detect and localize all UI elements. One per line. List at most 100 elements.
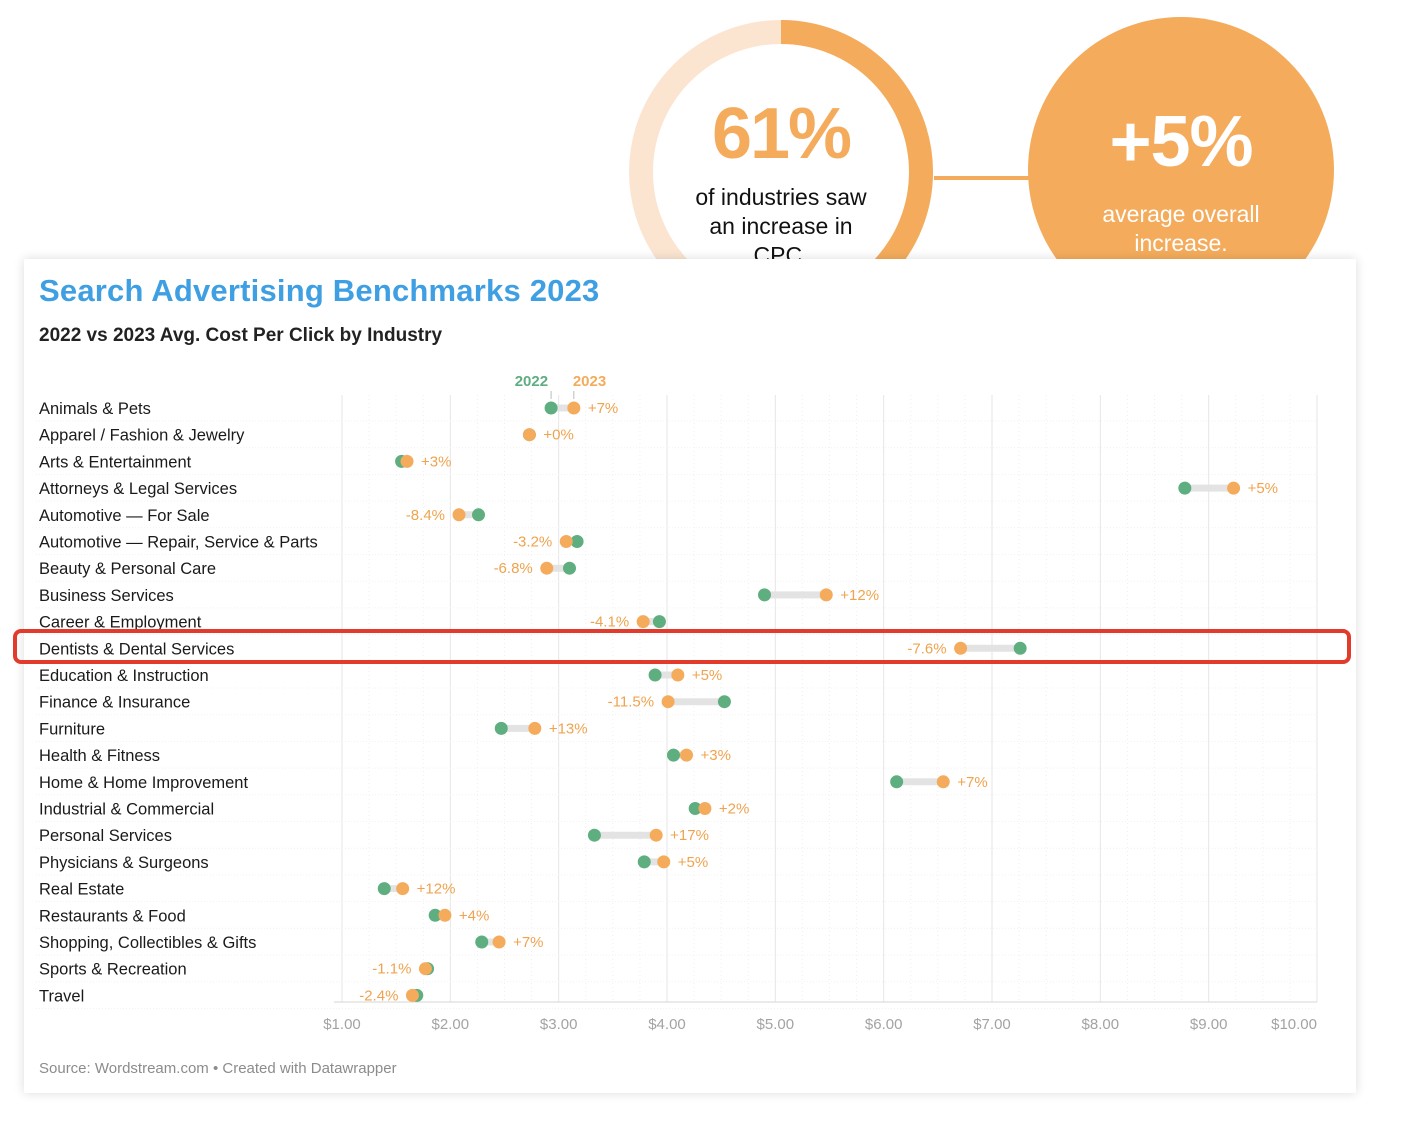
- stat2-value: +5%: [1109, 102, 1253, 182]
- point-2023: [657, 855, 671, 869]
- x-tick-label: $1.00: [323, 1016, 361, 1033]
- category-label: Travel: [39, 987, 84, 1005]
- change-label: +13%: [549, 720, 588, 737]
- point-2022: [1013, 641, 1027, 655]
- change-label: +7%: [957, 774, 987, 791]
- x-tick-label: $5.00: [757, 1016, 795, 1033]
- point-2022: [494, 721, 508, 735]
- category-label: Beauty & Personal Care: [39, 560, 216, 578]
- category-label: Automotive — Repair, Service & Parts: [39, 534, 318, 552]
- category-label: Sports & Recreation: [39, 961, 187, 979]
- point-2023: [396, 882, 410, 896]
- change-label: -4.1%: [590, 614, 629, 631]
- category-label: Shopping, Collectibles & Gifts: [39, 934, 256, 952]
- point-2023: [405, 988, 419, 1002]
- change-label: +7%: [588, 400, 618, 417]
- point-2022: [377, 882, 391, 896]
- category-label: Animals & Pets: [39, 400, 151, 418]
- category-label: Home & Home Improvement: [39, 774, 248, 792]
- x-tick-label: $10.00: [1271, 1016, 1317, 1033]
- category-label: Real Estate: [39, 881, 124, 899]
- change-label: +5%: [692, 667, 722, 684]
- x-tick-label: $4.00: [648, 1016, 686, 1033]
- stat2-description: average overall increase.: [1068, 200, 1294, 258]
- change-label: +5%: [1248, 480, 1278, 497]
- category-label: Physicians & Surgeons: [39, 854, 209, 872]
- category-label: Dentists & Dental Services: [39, 640, 234, 658]
- stat2-description-line: increase.: [1134, 230, 1228, 256]
- point-2023: [819, 588, 833, 602]
- change-label: +12%: [840, 587, 879, 604]
- category-label: Business Services: [39, 587, 174, 605]
- point-2022: [648, 668, 662, 682]
- chart-subtitle: 2022 vs 2023 Avg. Cost Per Click by Indu…: [39, 325, 443, 346]
- point-2022: [544, 401, 558, 415]
- change-label: +3%: [421, 453, 451, 470]
- change-label: -11.5%: [608, 694, 654, 711]
- point-2023: [522, 428, 536, 442]
- x-tick-label: $3.00: [540, 1016, 578, 1033]
- x-tick-label: $6.00: [865, 1016, 903, 1033]
- change-label: +7%: [513, 934, 543, 951]
- category-label: Attorneys & Legal Services: [39, 480, 237, 498]
- point-2022: [717, 695, 731, 709]
- point-2023: [1227, 481, 1241, 495]
- legend: 2022 2023: [515, 373, 606, 399]
- legend-2022: 2022: [515, 373, 548, 390]
- point-2022: [587, 828, 601, 842]
- stat-connector-line: [934, 176, 1030, 180]
- x-tick-label: $7.00: [973, 1016, 1011, 1033]
- point-2023: [452, 508, 466, 522]
- category-label: Personal Services: [39, 827, 172, 845]
- point-2023: [698, 802, 712, 815]
- x-tick-label: $2.00: [432, 1016, 470, 1033]
- point-2023: [567, 401, 581, 415]
- point-2023: [492, 935, 506, 949]
- rows: Animals & Pets +7% Apparel / Fashion & Jew…: [39, 400, 1278, 1005]
- change-label: -7.6%: [907, 640, 946, 657]
- point-2022: [563, 561, 576, 575]
- point-2023: [954, 641, 968, 655]
- x-tick-label: $8.00: [1082, 1016, 1120, 1033]
- point-2022: [758, 588, 771, 602]
- point-2023: [649, 828, 663, 842]
- category-label: Restaurants & Food: [39, 907, 186, 925]
- point-2022: [667, 748, 680, 762]
- point-2022: [637, 855, 651, 869]
- point-2022: [1178, 481, 1192, 495]
- category-label: Industrial & Commercial: [39, 801, 214, 819]
- change-label: -2.4%: [359, 987, 398, 1004]
- category-label: Arts & Entertainment: [39, 453, 192, 471]
- point-2023: [418, 962, 432, 976]
- point-2023: [936, 775, 950, 789]
- point-2023: [438, 908, 452, 922]
- stat1-value: 61%: [711, 94, 852, 174]
- point-2022: [570, 535, 584, 548]
- point-2022: [652, 615, 666, 629]
- change-label: -3.2%: [513, 534, 552, 551]
- chart-title: Search Advertising Benchmarks 2023: [39, 273, 600, 308]
- stat1-description-line: an increase in: [709, 213, 853, 239]
- point-2022: [475, 935, 489, 949]
- stat2-description-line: average overall: [1102, 201, 1260, 227]
- change-label: -8.4%: [406, 507, 445, 524]
- point-2023: [528, 721, 542, 735]
- change-label: +2%: [719, 801, 749, 818]
- legend-2023: 2023: [573, 373, 606, 390]
- change-label: +12%: [417, 881, 456, 898]
- point-2023: [400, 454, 414, 468]
- category-label: Automotive — For Sale: [39, 507, 210, 525]
- change-label: +3%: [701, 747, 731, 764]
- change-label: -1.1%: [372, 961, 411, 978]
- category-label: Finance & Insurance: [39, 694, 190, 712]
- highlight-box: [13, 629, 1351, 664]
- point-2022: [472, 508, 485, 522]
- point-2023: [680, 748, 693, 762]
- category-label: Apparel / Fashion & Jewelry: [39, 427, 245, 445]
- point-2023: [559, 535, 573, 548]
- change-label: +4%: [459, 907, 489, 924]
- point-2023: [661, 695, 675, 709]
- change-label: +0%: [543, 427, 573, 444]
- change-label: +17%: [670, 827, 709, 844]
